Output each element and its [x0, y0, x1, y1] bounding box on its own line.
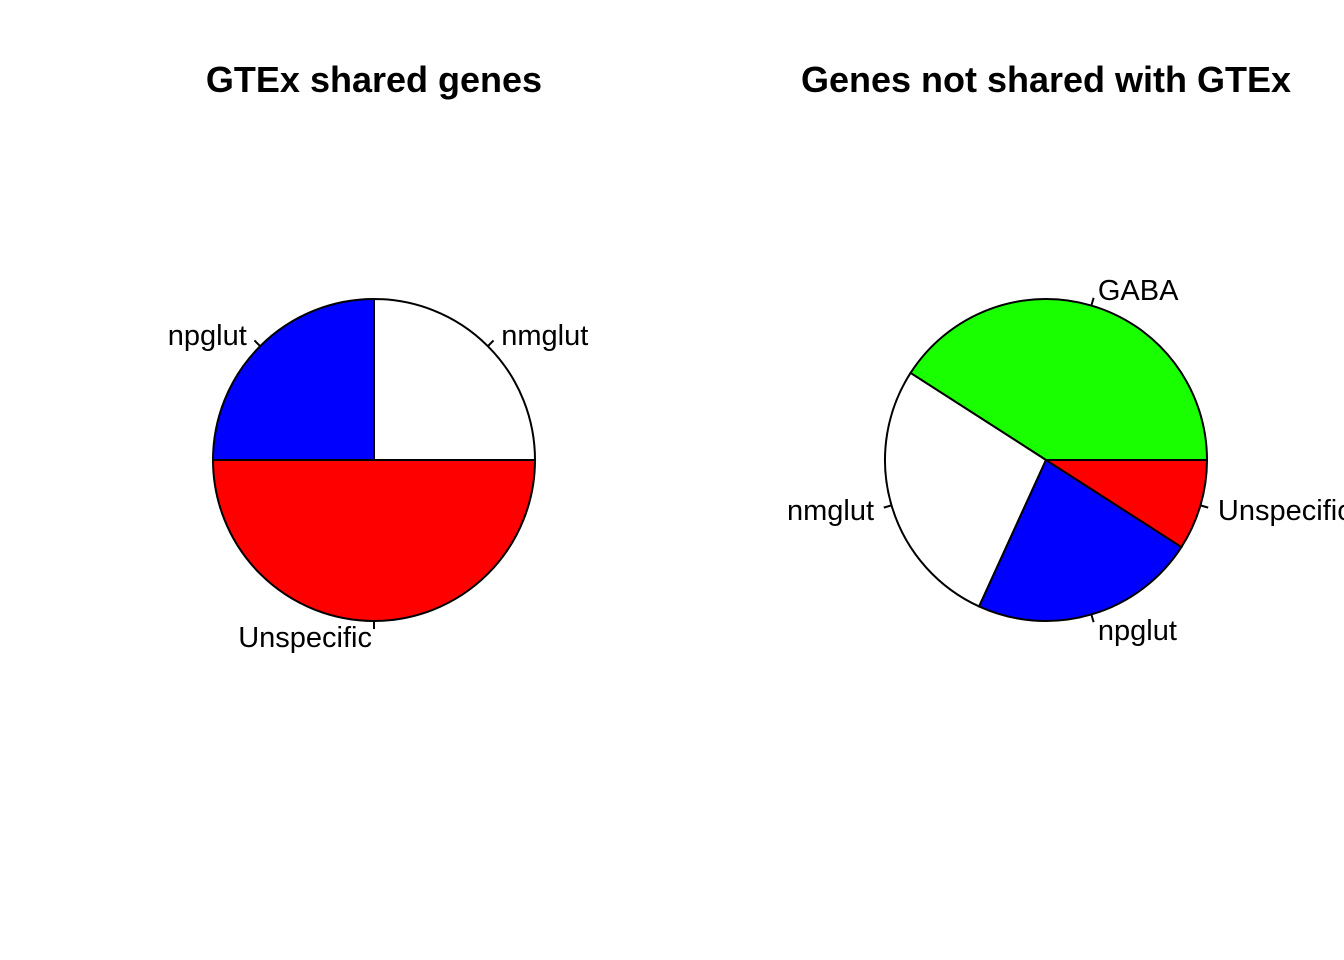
pie-slice-unspecific — [211, 459, 537, 622]
chart-title: Genes not shared with GTEx — [801, 59, 1291, 100]
label-tick — [883, 504, 892, 509]
slice-label: npglut — [1098, 615, 1177, 647]
label-tick — [487, 339, 495, 347]
label-tick — [1090, 297, 1095, 306]
label-tick — [1200, 504, 1209, 509]
pie-slices: GABA nmglut npglut Unspecific — [787, 275, 1344, 647]
slice-label: nmglut — [787, 495, 874, 527]
slice-label: npglut — [168, 320, 247, 352]
pie-chart-not-shared: Genes not shared with GTEx GABA nmglut npg… — [787, 59, 1344, 647]
label-tick — [253, 339, 261, 347]
slice-label: nmglut — [501, 320, 588, 352]
pie-chart-gtex-shared: GTEx shared genes nmglut npglut Unspecific — [168, 59, 589, 654]
label-tick — [1090, 614, 1095, 623]
pie-slice-npglut — [977, 458, 1183, 622]
chart-title: GTEx shared genes — [206, 59, 542, 100]
pie-slices: nmglut npglut Unspecific — [168, 297, 588, 654]
slice-label: Unspecific — [1218, 495, 1344, 527]
pie-slice-unspecific — [1042, 459, 1209, 549]
slice-label: GABA — [1098, 275, 1179, 307]
slice-label: Unspecific — [238, 622, 372, 654]
